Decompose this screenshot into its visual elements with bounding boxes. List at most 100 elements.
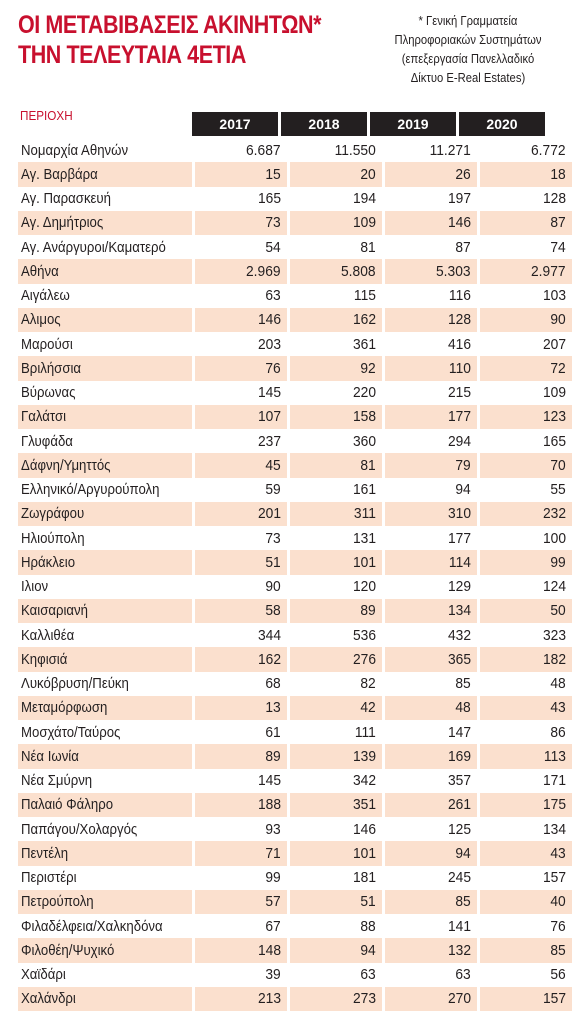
value-cell-2019: 110 [385, 356, 477, 381]
column-gap [477, 259, 480, 284]
value-cell-2017: 73 [195, 210, 287, 235]
transfer-count: 201 [257, 505, 281, 523]
column-gap [287, 598, 290, 623]
value-cell-2018: 194 [290, 186, 382, 211]
area-name: Ιλιον [21, 578, 49, 596]
transfer-count: 85 [550, 941, 566, 959]
column-gap [192, 138, 195, 163]
value-cell-2019: 48 [385, 695, 477, 720]
column-gap [192, 356, 195, 381]
value-cell-2017: 61 [195, 720, 287, 745]
column-gap [287, 259, 290, 284]
transfer-count: 68 [265, 675, 281, 693]
area-name: Ελληνικό/Αργυρούπολη [21, 481, 160, 499]
column-gap [287, 332, 290, 357]
value-cell-2019: 11.271 [385, 138, 477, 163]
area-name: Νέα Ιωνία [21, 747, 79, 765]
transfer-count: 43 [550, 844, 566, 862]
transfer-count: 177 [447, 408, 471, 426]
column-gap [477, 792, 480, 817]
column-gap [192, 720, 195, 745]
value-cell-2018: 342 [290, 768, 382, 793]
value-cell-2017: 93 [195, 817, 287, 842]
column-gap [287, 914, 290, 939]
transfer-count: 43 [550, 699, 566, 717]
column-gap [382, 671, 385, 696]
table-row: Ελληνικό/Αργυρούπολη 59 161 94 55 [18, 477, 572, 502]
value-cell-2017: 15 [195, 162, 287, 187]
transfer-count: 48 [455, 699, 471, 717]
value-cell-2019: 177 [385, 526, 477, 551]
transfer-count: 342 [352, 772, 376, 790]
transfer-count: 99 [550, 553, 566, 571]
value-cell-2017: 165 [195, 186, 287, 211]
column-gap [192, 477, 195, 502]
value-cell-2018: 20 [290, 162, 382, 187]
transfer-count: 15 [265, 165, 281, 183]
value-cell-2017: 45 [195, 453, 287, 478]
transfer-count: 71 [265, 844, 281, 862]
value-cell-2020: 50 [480, 598, 572, 623]
transfer-count: 67 [265, 917, 281, 935]
column-gap [287, 841, 290, 866]
column-gap [192, 453, 195, 478]
column-gap [287, 380, 290, 405]
area-name-cell: Αλιμος [18, 307, 192, 332]
value-cell-2018: 131 [290, 526, 382, 551]
transfer-count: 175 [542, 796, 566, 814]
column-gap [382, 986, 385, 1011]
value-cell-2020: 232 [480, 501, 572, 526]
value-cell-2018: 5.808 [290, 259, 382, 284]
table-row: Αλιμος 146 162 128 90 [18, 307, 572, 332]
table-row: Κηφισιά 162 276 365 182 [18, 647, 572, 672]
transfer-count: 536 [352, 626, 376, 644]
value-cell-2019: 147 [385, 720, 477, 745]
value-cell-2020: 18 [480, 162, 572, 187]
value-cell-2018: 181 [290, 865, 382, 890]
column-gap [382, 695, 385, 720]
transfer-count: 51 [360, 893, 376, 911]
column-gap [287, 526, 290, 551]
table-row: Αγ. Βαρβάρα 15 20 26 18 [18, 162, 572, 187]
transfer-count: 50 [550, 602, 566, 620]
transfer-count: 100 [542, 529, 566, 547]
transfer-count: 213 [257, 990, 281, 1008]
column-gap [477, 938, 480, 963]
transfer-count: 148 [257, 941, 281, 959]
table-row: Αιγάλεω 63 115 116 103 [18, 283, 572, 308]
value-cell-2020: 207 [480, 332, 572, 357]
area-column-header: ΠΕΡΙΟΧΗ [20, 108, 73, 123]
column-gap [192, 307, 195, 332]
transfer-count: 86 [550, 723, 566, 741]
value-cell-2020: 157 [480, 865, 572, 890]
table-row: Νέα Ιωνία 89 139 169 113 [18, 744, 572, 769]
column-gap [477, 283, 480, 308]
value-cell-2020: 40 [480, 889, 572, 914]
transfer-count: 128 [447, 311, 471, 329]
transfer-count: 145 [257, 772, 281, 790]
value-cell-2017: 90 [195, 574, 287, 599]
transfer-count: 109 [352, 214, 376, 232]
area-name-cell: Ζωγράφου [18, 501, 192, 526]
transfer-count: 85 [455, 893, 471, 911]
column-gap [477, 356, 480, 381]
column-gap [477, 598, 480, 623]
column-gap [287, 138, 290, 163]
transfers-table: Νομαρχία Αθηνών 6.687 11.550 11.271 6.772 Αγ.… [18, 138, 572, 1011]
value-cell-2017: 68 [195, 671, 287, 696]
table-row: Μαρούσι 203 361 416 207 [18, 332, 572, 357]
transfer-count: 63 [455, 966, 471, 984]
value-cell-2018: 101 [290, 841, 382, 866]
table-row: Χαϊδάρι 39 63 63 56 [18, 962, 572, 987]
transfer-count: 87 [550, 214, 566, 232]
value-cell-2020: 76 [480, 914, 572, 939]
table-row: Πεντέλη 71 101 94 43 [18, 841, 572, 866]
area-name-cell: Βύρωνας [18, 380, 192, 405]
value-cell-2017: 213 [195, 986, 287, 1011]
column-gap [192, 865, 195, 890]
source-note-line-1: * Γενική Γραμματεία [418, 14, 518, 28]
column-gap [287, 429, 290, 454]
area-name-cell: Αγ. Δημήτριος [18, 210, 192, 235]
column-gap [382, 186, 385, 211]
transfer-count: 61 [265, 723, 281, 741]
